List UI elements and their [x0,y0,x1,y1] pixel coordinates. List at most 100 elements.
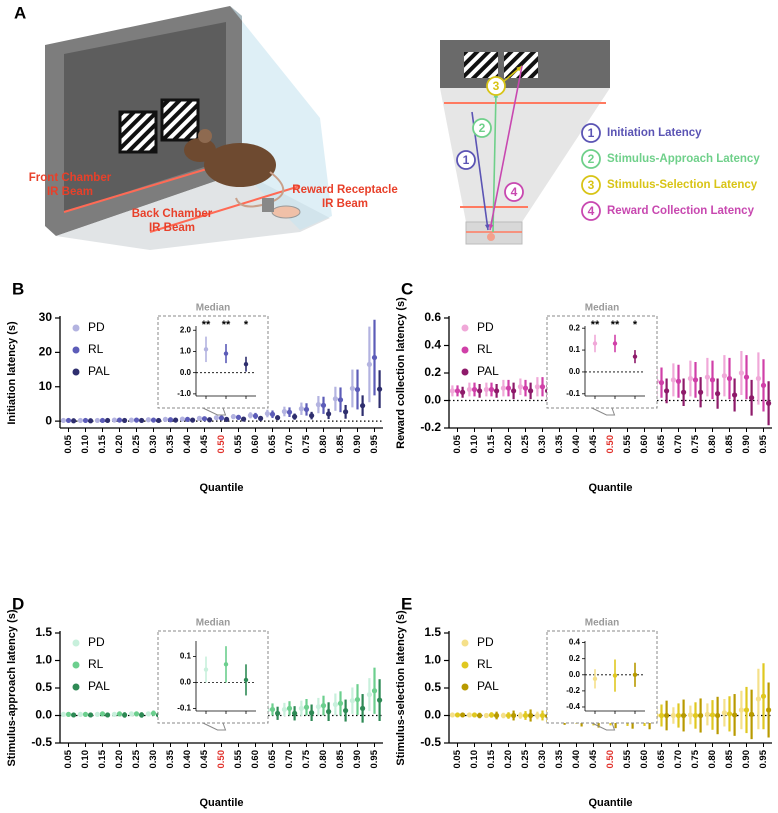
chamber-illustration [45,6,332,250]
data-point [732,712,738,718]
x-tick-label: 0.10 [80,435,91,454]
data-point [510,712,517,719]
data-point [505,712,512,719]
x-tick-label: 0.40 [182,750,193,769]
y-axis-label: Initiation latency (s) [6,321,18,425]
data-point [337,700,344,707]
data-point [332,701,338,708]
y-tick-label: 0.2 [424,365,441,379]
data-point [82,417,89,424]
x-tick-label: 0.10 [469,435,480,454]
y-tick-label: -0.2 [420,420,441,434]
data-point [303,704,310,710]
data-point [534,712,541,719]
legend-label: PD [477,320,494,334]
inset-pointer [202,407,227,416]
data-point [743,707,750,713]
data-point [371,688,378,694]
x-tick-label: 0.90 [741,750,752,769]
x-tick-label: 0.80 [318,750,329,769]
data-point [71,712,77,718]
x-tick-label: 0.75 [690,749,701,768]
data-point [281,706,287,713]
x-tick-label: 0.85 [335,749,346,768]
data-point [298,406,304,412]
y-tick-label: 1.5 [424,625,441,639]
inset-point [203,347,209,352]
legend-marker [461,639,469,647]
x-tick-label: 0.60 [639,750,650,769]
x-tick-label: 0.30 [148,435,159,454]
significance: ** [202,319,211,331]
data-point [477,712,483,719]
data-point [349,385,355,392]
x-tick-label: 0.35 [165,749,176,768]
latency-number: 1 [463,153,470,167]
legend-number: 2 [588,152,595,166]
data-point [539,384,546,390]
data-point [128,417,134,423]
inset-y-tick-label: -0.1 [177,704,191,713]
x-tick-label: 0.75 [690,434,701,453]
data-point [286,409,293,415]
panel-label: E [401,594,412,613]
inset-y-tick-label: 0.1 [180,652,192,661]
data-point [528,712,534,719]
legend-marker [461,324,469,332]
inset-y-tick-label: -1.0 [177,389,191,398]
data-point [201,416,208,422]
legend-marker [72,368,80,376]
data-point [139,712,145,718]
inset-point [592,676,598,682]
data-point [269,706,276,713]
data-point [749,395,755,401]
data-point [94,417,100,424]
legend-circle [581,175,601,195]
x-tick-label: 0.20 [114,435,125,454]
data-point [377,386,383,392]
x-tick-label: 0.30 [537,750,548,769]
inset-y-tick-label: -0.2 [566,686,580,695]
x-tick-label: 0.15 [97,749,108,768]
legend-label: RL [88,657,104,671]
data-point [360,705,366,711]
legend-number: 3 [588,178,595,192]
data-point [664,388,670,394]
x-tick-label: 0.85 [335,434,346,453]
x-tick-label: 0.10 [469,750,480,769]
significance: * [633,319,638,331]
data-point [366,361,372,368]
data-point [337,397,344,403]
data-point [670,377,677,383]
data-point [303,406,310,413]
inset-box [157,315,269,409]
data-point [743,374,750,380]
inset-y-tick-label: 2.0 [180,325,192,334]
data-point [128,711,134,717]
data-point [715,391,721,397]
x-tick-label: 0.50 [216,435,227,454]
y-axis-label: Stimulus-selection latency (s) [395,610,407,766]
x-tick-label: 0.10 [80,750,91,769]
inset-y-tick-label: 0.2 [569,323,581,332]
x-tick-label: 0.05 [452,434,463,453]
data-point [658,380,665,386]
latency-circle [456,150,476,170]
x-tick-label: 0.65 [267,749,278,768]
inset-point [223,662,229,667]
inset-point [592,341,598,346]
data-point [709,377,716,383]
legend-label: Stimulus-Approach Latency [607,153,760,165]
data-point [460,712,466,718]
inset-pointer [202,722,227,731]
data-point [82,711,89,718]
data-point [709,712,716,718]
inset-y-tick-label: 1.0 [180,347,192,356]
inset-box [157,630,269,724]
data-point [77,417,83,424]
data-point [454,712,461,718]
inset-box [546,315,658,409]
y-tick-label: 0.5 [35,680,52,694]
x-tick-label: 0.05 [452,749,463,768]
data-point [692,712,699,719]
